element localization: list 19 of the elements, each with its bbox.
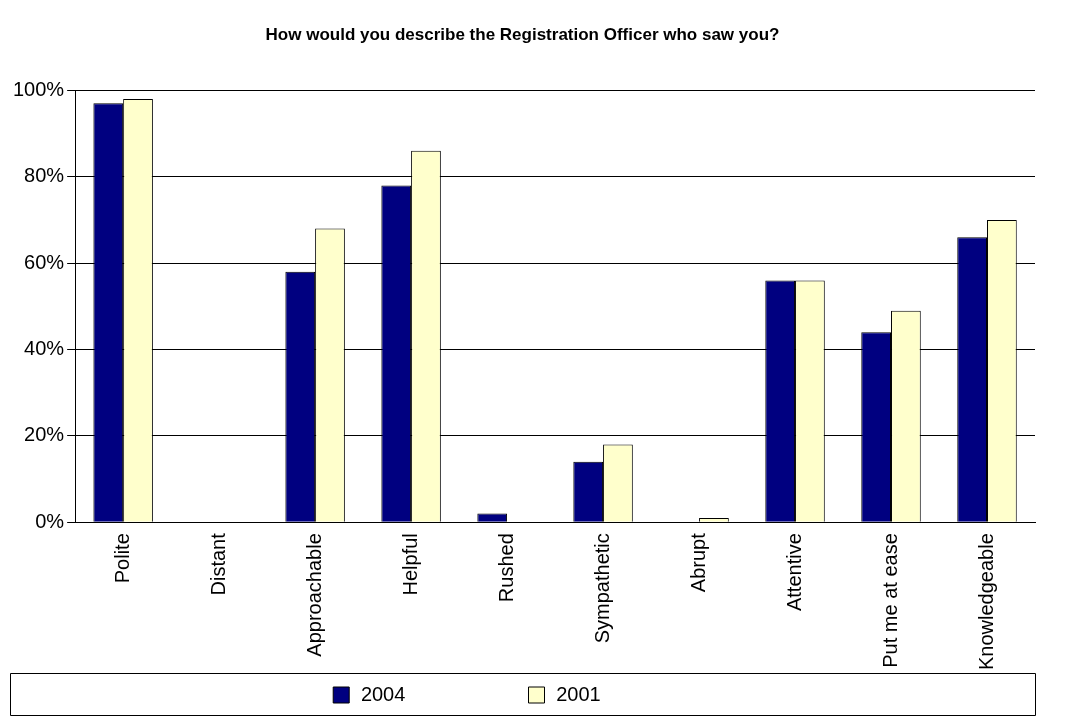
y-tick-label: 60% (24, 250, 65, 273)
legend-label: 2001 (554, 682, 712, 705)
x-tick-label: Rushed (494, 533, 517, 603)
chart-title: How would you describe the Registration Officer who saw you? (265, 24, 780, 44)
y-tick-label: 0% (35, 509, 65, 532)
y-tick-label: 100% (13, 77, 65, 100)
x-tick-label: Approachable (302, 533, 325, 657)
y-tick-label: 20% (24, 423, 65, 446)
legend-label: 2004 (359, 682, 517, 705)
x-tick-label: Polite (110, 533, 133, 584)
y-tick-label: 80% (24, 164, 65, 187)
x-tick-label: Distant (206, 532, 229, 596)
x-tick-label: Attentive (782, 533, 805, 612)
x-tick-label: Helpful (398, 533, 421, 596)
x-tick-label: Knowledgeable (974, 533, 997, 670)
y-tick-label: 40% (24, 337, 65, 360)
x-tick-label: Sympathetic (590, 533, 613, 644)
x-tick-label: Put me at ease (878, 533, 901, 668)
x-tick-label: Abrupt (686, 532, 709, 593)
